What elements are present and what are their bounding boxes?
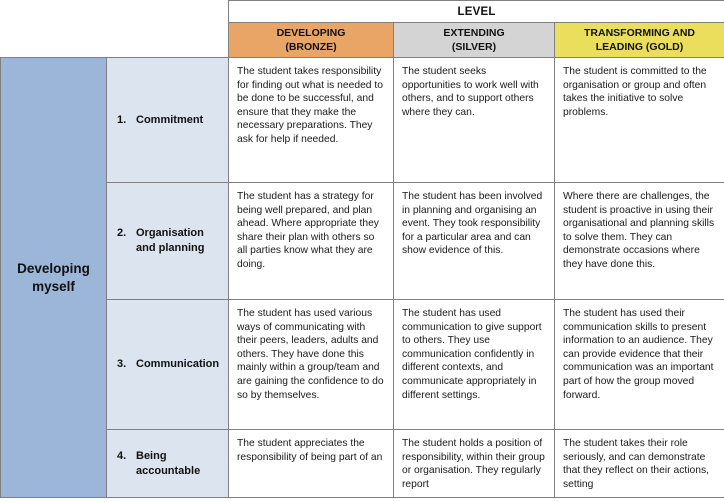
table-row: 3. Communication The student has used va…: [1, 299, 724, 430]
descriptor-cell-commitment-silver: The student seeks opportunities to work …: [393, 57, 555, 183]
skill-number: 3.: [117, 358, 127, 370]
corner-spacer-strand-2: [0, 22, 107, 58]
column-header-bronze: DEVELOPING (BRONZE): [228, 22, 394, 58]
level-banner-header: LEVEL: [227, 0, 724, 23]
skill-label-cell-communication: 3. Communication: [106, 299, 229, 430]
skill-number: 1.: [117, 113, 127, 126]
skill-number: 4.: [117, 449, 127, 462]
descriptor-cell-accountable-bronze: The student appreciates the responsibili…: [228, 428, 394, 499]
corner-spacer-skill-2: [106, 22, 229, 58]
descriptor-cell-organisation-gold: Where there are challenges, the student …: [553, 182, 724, 300]
skill-name: Being accountable: [136, 449, 201, 477]
descriptor-cell-commitment-bronze: The student takes responsibility for fin…: [228, 57, 394, 183]
table-row: Developing myself 1. Commitment The stud…: [0, 56, 724, 499]
descriptor-cell-communication-silver: The student has used communication to gi…: [393, 299, 555, 430]
column-header-bronze-line2: (BRONZE): [285, 41, 337, 53]
column-header-gold-line1: TRANSFORMING AND: [584, 27, 696, 39]
table-row: 2. Organisation and planning The student…: [1, 182, 724, 300]
skill-label-cell-commitment: 1. Commitment: [106, 57, 229, 183]
column-header-silver-line2: (SILVER): [451, 41, 497, 53]
column-header-silver: EXTENDING (SILVER): [393, 22, 555, 58]
level-banner-row: LEVEL: [0, 0, 724, 23]
corner-spacer-skill: [106, 0, 229, 23]
level-header-row: DEVELOPING (BRONZE) EXTENDING (SILVER) T…: [0, 22, 724, 58]
column-header-gold: TRANSFORMING AND LEADING (GOLD): [553, 22, 724, 58]
column-header-gold-line2: LEADING (GOLD): [595, 41, 684, 53]
descriptor-cell-organisation-bronze: The student has a strategy for being wel…: [228, 182, 394, 300]
column-header-silver-line1: EXTENDING: [443, 27, 505, 39]
skill-number: 2.: [117, 227, 127, 239]
strand-label-cell: Developing myself: [0, 56, 107, 499]
descriptor-cell-communication-gold: The student has used their communication…: [553, 299, 724, 430]
skill-name: Communication: [136, 358, 220, 370]
skill-name: Commitment: [136, 113, 204, 126]
descriptor-cell-commitment-gold: The student is committed to the organisa…: [553, 57, 724, 183]
column-header-bronze-line1: DEVELOPING: [276, 27, 346, 39]
corner-spacer-strand: [0, 0, 107, 23]
table-row: 4. Being accountable The student appreci…: [1, 428, 724, 499]
descriptor-cell-communication-bronze: The student has used various ways of com…: [228, 299, 394, 430]
descriptor-cell-accountable-silver: The student holds a position of responsi…: [393, 428, 555, 499]
descriptor-cell-organisation-silver: The student has been involved in plannin…: [393, 182, 555, 300]
skill-name: Organisation and planning: [136, 227, 205, 254]
skill-label-cell-accountable: 4. Being accountable: [106, 428, 229, 499]
descriptor-cell-accountable-gold: The student takes their role seriously, …: [553, 428, 724, 499]
skill-label-cell-organisation: 2. Organisation and planning: [106, 182, 229, 300]
